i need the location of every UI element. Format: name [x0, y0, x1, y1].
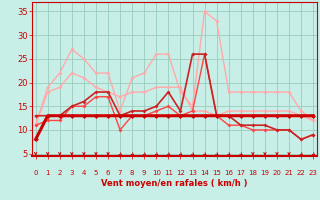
X-axis label: Vent moyen/en rafales ( km/h ): Vent moyen/en rafales ( km/h ): [101, 179, 248, 188]
